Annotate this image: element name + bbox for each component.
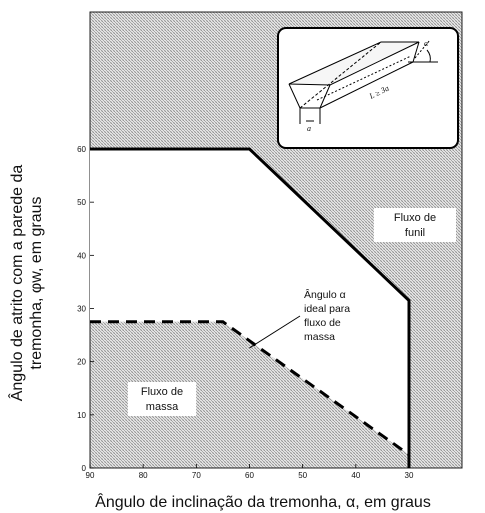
mass-flow-label-line-2: massa [146,401,179,413]
y-tick-label: 10 [77,411,86,420]
ideal-angle-annotation: Ângulo α ideal para fluxo de massa [304,288,350,343]
y-tick-label: 50 [77,198,86,207]
funnel-flow-boundary-line [90,147,411,468]
mass-flow-label-box: Fluxo de massa [128,382,196,416]
annotation-line-4: massa [304,331,335,343]
y-tick-label: 0 [82,464,87,473]
funnel-flow-label-box: Fluxo de funil [374,208,456,242]
y-tick-label: 60 [77,145,86,154]
mass-flow-label-line-1: Fluxo de [141,386,183,398]
wedge-hopper-sketch [288,39,438,124]
y-tick-label: 30 [77,305,86,314]
y-axis-title-line-2: tremonha, φw, em graus [28,196,45,369]
annotation-leader-line [249,315,301,349]
x-tick-label: 90 [86,471,95,480]
annotation-line-3: fluxo de [304,317,341,329]
x-tick-label: 30 [405,471,414,480]
hopper-inset-diagram: α L ≥ 3a a [277,27,459,149]
x-tick-label: 80 [139,471,148,480]
mass-flow-boundary-line [90,320,410,456]
inset-alpha-label: α [424,39,429,48]
y-tick-label: 40 [77,251,86,260]
funnel-flow-label-line-1: Fluxo de [394,212,436,224]
x-tick-label: 60 [245,471,254,480]
y-axis-title-line-1: Ângulo de atrito com a parede da [7,165,26,402]
x-axis-title: Ângulo de inclinação da tremonha, α, em … [95,492,431,511]
x-tick-label: 50 [298,471,307,480]
x-tick-label: 40 [351,471,360,480]
annotation-line-1: Ângulo α [304,288,346,301]
annotation-line-2: ideal para [304,303,350,315]
x-axis-ticks: 90 80 70 60 50 40 30 [86,464,414,480]
funnel-flow-label-line-2: funil [405,227,425,239]
x-tick-label: 70 [192,471,201,480]
inset-width-label: a [307,124,311,133]
y-tick-label: 20 [77,358,86,367]
y-axis-ticks: 0 10 20 30 40 50 60 [77,145,94,473]
